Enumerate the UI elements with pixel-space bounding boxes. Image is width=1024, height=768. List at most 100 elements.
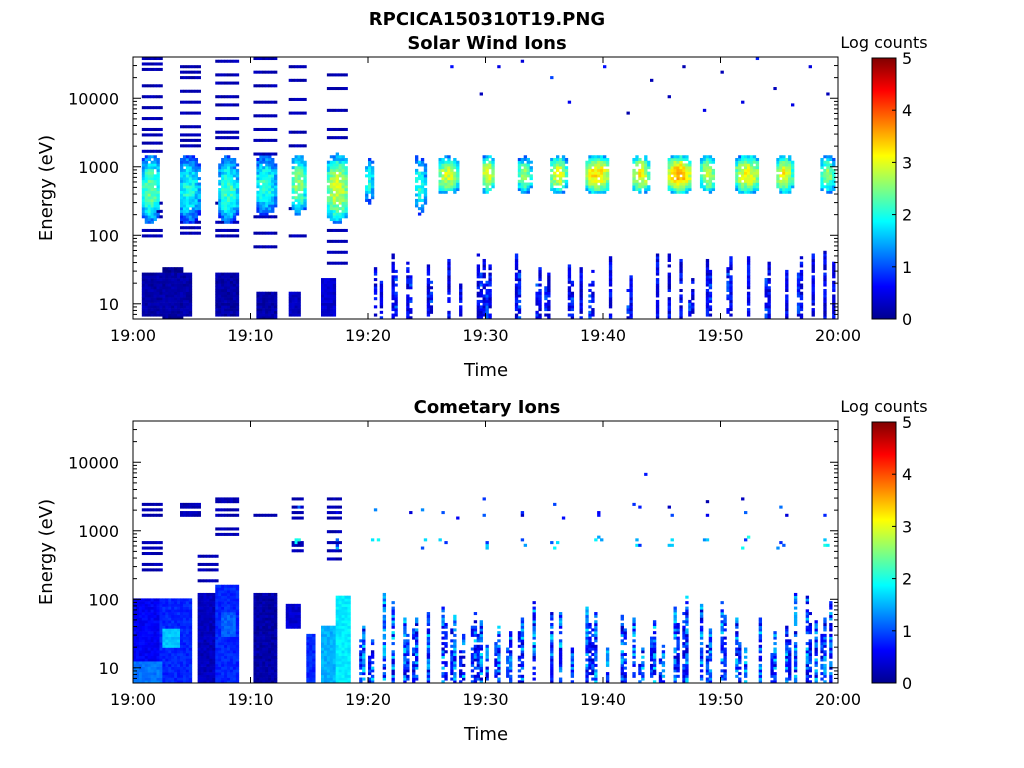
heatmap-cell [488, 313, 492, 317]
heatmap-cell [485, 310, 489, 314]
heatmap-cell [156, 209, 160, 213]
heatmap-cell [479, 288, 483, 293]
heatmap-cell [182, 628, 187, 632]
heatmap-cell [259, 155, 263, 159]
heatmap-cell [162, 636, 166, 640]
heatmap-cell [162, 316, 166, 319]
heatmap-cell [182, 658, 187, 662]
heatmap-cell [182, 297, 187, 301]
heatmap-cell [197, 89, 201, 93]
heatmap-cell [268, 305, 272, 309]
heatmap-cell [197, 513, 201, 517]
heatmap-cell [221, 73, 225, 77]
heatmap-cell [177, 628, 181, 632]
heatmap-cell [332, 286, 337, 290]
heatmap-cell [344, 182, 348, 186]
heatmap-cell [253, 674, 257, 678]
heatmap-cell [182, 182, 187, 186]
heatmap-cell [194, 513, 199, 517]
heatmap-cell [832, 157, 836, 162]
heatmap-cell [180, 89, 184, 93]
heatmap-cell [218, 620, 222, 626]
heatmap-cell [150, 117, 154, 121]
heatmap-cell [326, 163, 331, 167]
heatmap-cell [138, 680, 143, 683]
heatmap-cell [553, 174, 557, 178]
heatmap-cell [227, 606, 231, 610]
heatmap-cell [180, 308, 184, 312]
heatmap-cell [182, 201, 187, 205]
heatmap-cell [629, 291, 633, 295]
heatmap-cell [232, 669, 237, 673]
heatmap-cell [491, 179, 495, 183]
heatmap-cell [391, 302, 395, 306]
heatmap-cell [256, 658, 260, 662]
heatmap-cell [553, 177, 557, 181]
heatmap-cell [253, 138, 257, 142]
heatmap-cell [594, 182, 598, 186]
heatmap-cell [326, 179, 331, 183]
heatmap-cell [185, 166, 190, 170]
heatmap-cell [194, 226, 199, 230]
heatmap-cell [259, 185, 263, 189]
heatmap-cell [215, 532, 219, 536]
heatmap-cell [147, 313, 152, 317]
heatmap-cell [603, 182, 607, 186]
heatmap-cell [235, 680, 240, 683]
heatmap-cell [673, 160, 677, 164]
heatmap-cell [144, 666, 149, 670]
heatmap-cell [523, 182, 528, 186]
heatmap-cell [188, 280, 193, 284]
heatmap-cell [150, 308, 154, 312]
heatmap-cell [329, 127, 334, 131]
heatmap-cell [294, 313, 298, 317]
heatmap-cell [171, 625, 175, 629]
heatmap-cell [341, 207, 345, 211]
heatmap-cell [335, 215, 340, 222]
heatmap-cell [796, 280, 801, 284]
heatmap-cell [265, 70, 269, 74]
heatmap-cell [655, 258, 660, 262]
heatmap-cell [174, 622, 178, 626]
heatmap-cell [332, 198, 337, 202]
heatmap-cell [159, 283, 163, 287]
heatmap-cell [259, 190, 263, 197]
heatmap-cell [180, 280, 184, 284]
heatmap-cell [185, 212, 190, 216]
heatmap-cell [141, 294, 146, 298]
heatmap-cell [256, 294, 260, 298]
heatmap-cell [221, 234, 225, 238]
heatmap-cell [667, 275, 671, 279]
heatmap-cell [215, 299, 219, 303]
heatmap-cell [335, 193, 340, 197]
heatmap-cell [156, 280, 160, 284]
heatmap-cell [799, 256, 804, 260]
heatmap-cell [200, 644, 204, 648]
heatmap-cell [288, 302, 293, 306]
heatmap-cell [229, 297, 234, 301]
heatmap-cell [227, 305, 231, 309]
heatmap-cell [203, 669, 207, 673]
heatmap-cell [297, 97, 301, 101]
heatmap-cell [799, 297, 804, 301]
heatmap-cell [224, 212, 228, 216]
heatmap-cell [215, 283, 219, 287]
heatmap-cell [150, 302, 154, 306]
heatmap-cell [150, 606, 154, 610]
heatmap-cell [174, 286, 178, 290]
heatmap-cell [488, 316, 492, 319]
heatmap-cell [147, 286, 152, 290]
heatmap-cell [224, 160, 228, 164]
heatmap-cell [514, 261, 519, 265]
heatmap-cell [150, 562, 154, 566]
heatmap-cell [162, 609, 166, 613]
heatmap-cell [147, 513, 152, 517]
heatmap-cell [520, 177, 525, 181]
heatmap-cell [224, 130, 228, 134]
heatmap-cell [558, 166, 563, 170]
heatmap-cell [335, 188, 340, 192]
heatmap-cell [141, 228, 146, 232]
heatmap-cell [829, 174, 833, 178]
heatmap-cell [227, 288, 231, 293]
heatmap-cell [579, 280, 583, 284]
